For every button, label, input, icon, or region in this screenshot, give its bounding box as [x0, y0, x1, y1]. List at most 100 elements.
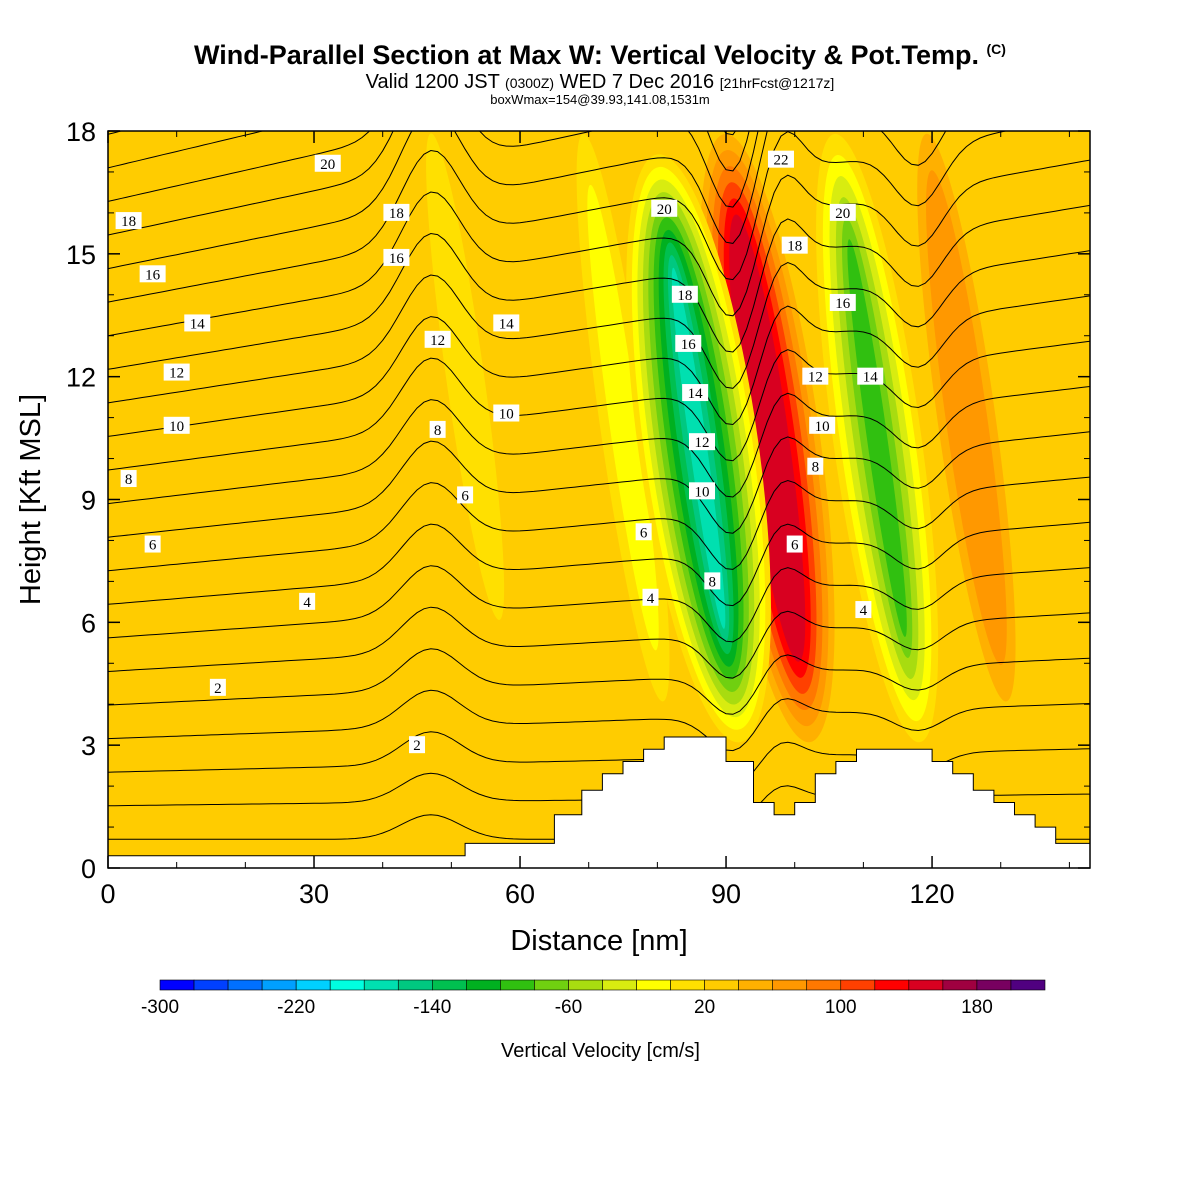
contour-label: 8 [120, 470, 137, 488]
colorbar-swatch [772, 979, 808, 991]
velocity-band [699, 133, 835, 743]
y-tick-label: 3 [81, 731, 96, 761]
y-axis-label: Height [Kft MSL] [15, 394, 47, 605]
isentrope-line [108, 295, 1090, 437]
contour-label-text: 10 [815, 419, 830, 435]
contour-label: 16 [139, 265, 166, 283]
contour-label-bg [767, 150, 794, 168]
contour-label: 16 [383, 248, 410, 267]
contour-label-text: 18 [389, 206, 404, 222]
colorbar-tick-label: -60 [555, 997, 582, 1018]
colorbar-swatch [193, 979, 229, 991]
contour-label-text: 14 [688, 386, 704, 402]
contour-label: 10 [163, 416, 190, 435]
contour-label-bg [689, 482, 716, 500]
colorbar-swatch [602, 979, 637, 991]
contour-label-bg [642, 588, 659, 606]
contour-label-bg [120, 470, 137, 488]
contour-label-bg [144, 535, 161, 553]
contour-label-bg [424, 330, 451, 348]
contour-label-bg [209, 678, 226, 696]
isentrope-line [108, 521, 1090, 607]
contour-label: 10 [689, 482, 716, 500]
contour-label: 12 [802, 367, 829, 386]
contour-label-text: 20 [657, 202, 672, 218]
contour-label-text: 8 [434, 423, 442, 439]
isentrope-line [108, 565, 1090, 643]
isentrope-line [108, 340, 1090, 471]
contour-label-text: 12 [695, 435, 710, 451]
colorbar-swatch [534, 979, 569, 991]
velocity-band [117, 133, 196, 620]
contour-label-text: 8 [812, 460, 820, 476]
contour-label: 18 [671, 285, 698, 304]
velocity-shade [426, 133, 505, 620]
contour-label: 8 [429, 420, 446, 439]
isentrope-line [108, 131, 123, 135]
contour-label-bg [163, 416, 190, 434]
velocity-band [917, 133, 1016, 702]
colorbar-swatch [500, 979, 535, 991]
contour-label-text: 4 [860, 603, 868, 619]
isentrope-line [108, 476, 1090, 572]
contour-label-bg [493, 314, 520, 332]
isentrope-line [108, 131, 750, 202]
contour-label: 2 [409, 736, 426, 754]
velocity-band [339, 133, 426, 661]
contour-label: 4 [855, 601, 872, 619]
contour-label: 18 [781, 236, 808, 255]
colorbar-tick-label: -220 [277, 997, 315, 1018]
contour-label: 6 [635, 523, 652, 541]
contour-label-text: 10 [499, 407, 514, 423]
contour-label-bg [855, 601, 872, 619]
x-tick-label: 0 [100, 879, 115, 909]
velocity-shade [349, 181, 416, 614]
contour-label-bg [857, 367, 884, 385]
colorbar: -300 -220 -140 -60 20 100 180 Vertical Velocity… [141, 979, 1046, 1062]
colorbar-swatch [466, 979, 501, 991]
contour-label-bg [383, 203, 410, 221]
colorbar-swatch [840, 979, 876, 991]
velocity-shade [934, 206, 999, 629]
y-tick-label: 6 [81, 608, 96, 638]
colorbar-tick-label: -300 [141, 997, 179, 1018]
contour-label-text: 16 [389, 251, 405, 267]
contour-label-bg [314, 154, 341, 172]
contour-label: 16 [675, 334, 702, 353]
colorbar-swatch [738, 979, 773, 991]
isentrope-line [108, 648, 1090, 715]
colorbar-swatch [329, 979, 365, 991]
colorbar-swatch [806, 979, 842, 991]
colorbar-tick-label: 180 [961, 997, 993, 1018]
terrain [108, 736, 1090, 868]
contour-label: 16 [829, 293, 856, 312]
x-tick-label: 60 [505, 879, 535, 909]
contour-label-text: 12 [430, 333, 445, 349]
contour-label: 8 [807, 457, 824, 476]
contour-label: 18 [115, 212, 142, 230]
contour-label-bg [651, 199, 678, 217]
contour-label-text: 2 [413, 738, 421, 754]
isentrope-line [108, 250, 1090, 404]
contour-label-text: 16 [681, 337, 697, 353]
contour-label-text: 4 [647, 591, 655, 607]
colorbar-swatch [568, 979, 603, 991]
colorbar-swatch [432, 979, 467, 991]
contour-label-text: 16 [145, 267, 161, 283]
contour-label: 6 [144, 535, 161, 554]
contour-label-bg [704, 572, 721, 590]
isentrope-line [108, 131, 947, 270]
contour-label-text: 14 [863, 370, 879, 386]
contour-label-bg [139, 265, 166, 283]
contour-label-text: 22 [773, 153, 788, 169]
chart-title: Wind-Parallel Section at Max W: Vertical… [194, 40, 1006, 70]
isentrope-line [108, 386, 1090, 505]
colorbar-swatch [261, 979, 297, 991]
contour-label-bg [457, 486, 474, 504]
axes: 0 30 60 90 120 0 3 6 9 12 15 18 Distance [nm] Height … [15, 117, 1090, 957]
colorbar-swatch [295, 979, 331, 991]
contour-label-text: 20 [320, 157, 335, 173]
